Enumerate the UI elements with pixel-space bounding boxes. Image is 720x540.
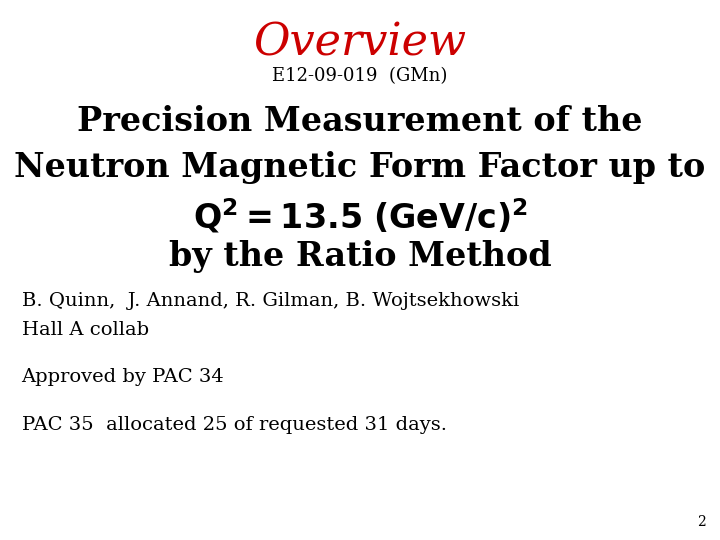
Text: $\mathbf{Q}^{\mathbf{2}}$$\mathbf{=13.5\ (GeV/c)}^{\mathbf{2}}$: $\mathbf{Q}^{\mathbf{2}}$$\mathbf{=13.5\… — [192, 197, 528, 236]
Text: Approved by PAC 34: Approved by PAC 34 — [22, 368, 225, 386]
Text: Precision Measurement of the: Precision Measurement of the — [77, 105, 643, 138]
Text: Neutron Magnetic Form Factor up to: Neutron Magnetic Form Factor up to — [14, 151, 706, 184]
Text: Overview: Overview — [253, 22, 467, 65]
Text: 2: 2 — [697, 515, 706, 529]
Text: PAC 35  allocated 25 of requested 31 days.: PAC 35 allocated 25 of requested 31 days… — [22, 416, 446, 434]
Text: B. Quinn,  J. Annand, R. Gilman, B. Wojtsekhowski: B. Quinn, J. Annand, R. Gilman, B. Wojts… — [22, 292, 519, 309]
Text: E12-09-019  (GMn): E12-09-019 (GMn) — [272, 68, 448, 85]
Text: Hall A collab: Hall A collab — [22, 321, 149, 339]
Text: by the Ratio Method: by the Ratio Method — [168, 240, 552, 273]
